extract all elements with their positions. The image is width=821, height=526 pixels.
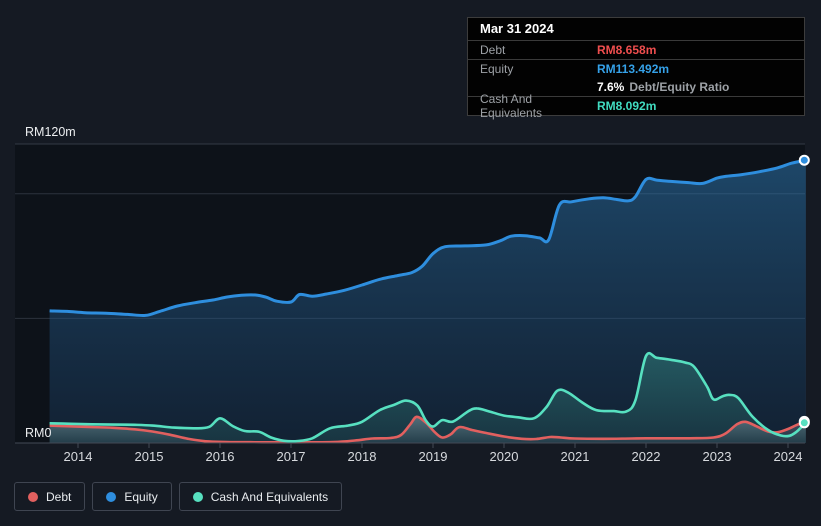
- tooltip-debt-row: Debt RM8.658m: [468, 41, 804, 60]
- tooltip-ratio-value: 7.6%: [597, 80, 625, 94]
- x-axis-label-2019: 2019: [419, 449, 448, 464]
- chart-legend: Debt Equity Cash And Equivalents: [14, 482, 343, 511]
- legend-item-equity-label: Equity: [124, 489, 158, 504]
- x-axis-label-2015: 2015: [135, 449, 164, 464]
- x-axis-label-2018: 2018: [348, 449, 377, 464]
- cash-end-marker: [798, 417, 810, 429]
- debt-series-dot-icon: [28, 491, 38, 502]
- equity-end-marker: [798, 154, 810, 166]
- tooltip-date: Mar 31 2024: [468, 18, 804, 41]
- x-axis-label-2021: 2021: [561, 449, 590, 464]
- tooltip-debt-value: RM8.658m: [597, 43, 657, 57]
- tooltip-equity-row: Equity RM113.492m: [468, 60, 804, 78]
- x-axis-label-2023: 2023: [703, 449, 732, 464]
- y-axis-label-bottom: RM0: [25, 426, 51, 440]
- tooltip-ratio-label: Debt/Equity Ratio: [629, 80, 730, 94]
- legend-item-cash[interactable]: Cash And Equivalents: [178, 482, 343, 511]
- legend-item-debt-label: Debt: [46, 489, 72, 504]
- tooltip-ratio-row: 7.6% Debt/Equity Ratio: [468, 78, 804, 97]
- tooltip-cash-value: RM8.092m: [597, 99, 657, 113]
- equity-line: [49, 158, 807, 318]
- tooltip-cash-row: Cash And Equivalents RM8.092m: [468, 92, 804, 120]
- cash-area: [49, 353, 806, 443]
- x-axis-label-2020: 2020: [490, 449, 519, 464]
- y-axis-label-top: RM120m: [25, 125, 76, 139]
- debt-line: [49, 415, 807, 444]
- chart-tooltip: Mar 31 2024 Debt RM8.658m Equity RM113.4…: [467, 17, 805, 120]
- cash-series-dot-icon: [192, 491, 203, 502]
- tooltip-equity-value: RM113.492m: [597, 62, 670, 76]
- x-axis-label-2024: 2024: [774, 449, 803, 464]
- equity-series-dot-icon: [106, 491, 117, 502]
- legend-item-cash-label: Cash And Equivalents: [210, 489, 329, 504]
- x-axis-label-2017: 2017: [277, 449, 306, 464]
- legend-item-equity[interactable]: Equity: [92, 482, 172, 511]
- debt-area: [49, 416, 806, 443]
- cash-line: [49, 351, 807, 443]
- tooltip-debt-label: Debt: [480, 43, 506, 57]
- tooltip-equity-label: Equity: [480, 62, 514, 76]
- x-axis-label-2014: 2014: [64, 449, 93, 464]
- legend-item-debt[interactable]: Debt: [14, 482, 86, 511]
- x-axis-label-2022: 2022: [632, 449, 661, 464]
- tooltip-cash-label: Cash And Equivalents: [480, 92, 543, 120]
- equity-area: [49, 160, 806, 443]
- x-axis-label-2016: 2016: [206, 449, 235, 464]
